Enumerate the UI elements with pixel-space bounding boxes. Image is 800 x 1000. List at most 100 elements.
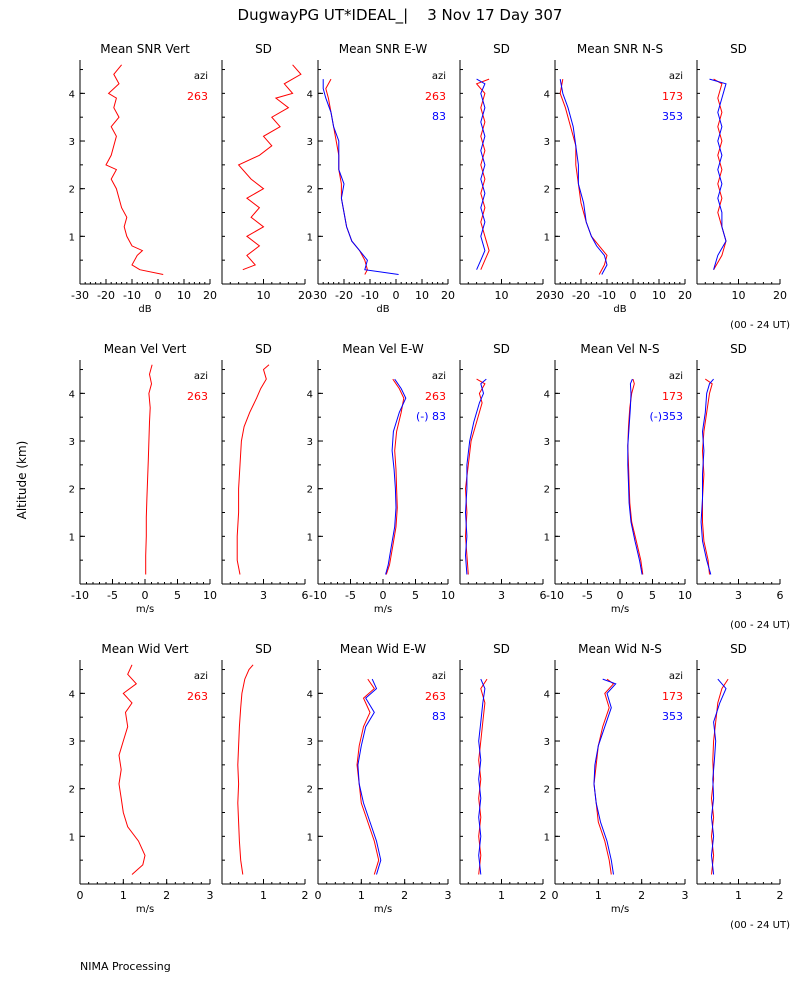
legend-entry: 263 xyxy=(425,390,446,403)
time-range-label: (00 - 24 UT) xyxy=(730,920,790,931)
panel-title: Mean SNR N-S xyxy=(577,42,663,56)
legend-header: azi xyxy=(432,71,446,82)
series-line-2 xyxy=(710,678,727,875)
y-tick-label: 1 xyxy=(544,532,550,543)
legend-header: azi xyxy=(432,671,446,682)
x-tick-label: 10 xyxy=(495,289,509,302)
series-line-1 xyxy=(593,678,615,875)
x-tick-label: -20 xyxy=(335,289,353,302)
panel-10: SD 3 6 xyxy=(459,342,547,602)
y-tick-label: 3 xyxy=(544,737,550,748)
panel-13: Mean Wid Vert 1 2 3 4 0 1 2 3 m/s azi 263 xyxy=(69,642,214,915)
y-tick-label: 1 xyxy=(307,832,313,843)
x-axis-label: m/s xyxy=(374,604,392,615)
series-line-1 xyxy=(385,378,405,575)
y-tick-label: 2 xyxy=(69,485,75,496)
series-line-2 xyxy=(357,678,382,875)
panel-title: Mean Wid E-W xyxy=(340,642,426,656)
panel-3: Mean SNR E-W 1 2 3 4 -30 -20 -10 0 10 20 dB azi 263 83 xyxy=(307,42,455,315)
x-axis-label: dB xyxy=(138,304,151,315)
legend-entry: (-)353 xyxy=(649,410,683,423)
x-tick-label: 3 xyxy=(260,589,267,602)
panel-16: SD 1 2 xyxy=(459,642,547,902)
y-tick-label: 2 xyxy=(307,185,313,196)
panel-title: Mean SNR Vert xyxy=(100,42,190,56)
y-tick-label: 3 xyxy=(69,137,75,148)
x-tick-label: 3 xyxy=(498,589,505,602)
y-tick-label: 3 xyxy=(544,437,550,448)
x-tick-label: -30 xyxy=(309,289,327,302)
x-tick-label: 6 xyxy=(302,589,309,602)
x-tick-label: 3 xyxy=(682,889,689,902)
x-axis-label: m/s xyxy=(136,904,154,915)
x-tick-label: 3 xyxy=(207,889,214,902)
panel-7: Mean Vel Vert 1 2 3 4 -10 -5 0 5 10 m/s azi 263 xyxy=(69,342,217,615)
y-tick-label: 1 xyxy=(307,532,313,543)
panel-17: Mean Wid N-S 1 2 3 4 0 1 2 3 m/s azi 173 353 xyxy=(544,642,689,915)
series-line-2 xyxy=(385,378,407,575)
y-tick-label: 2 xyxy=(544,185,550,196)
legend-entry: 263 xyxy=(425,690,446,703)
x-tick-label: 2 xyxy=(163,889,170,902)
series-line-1 xyxy=(237,64,302,271)
x-tick-label: -30 xyxy=(546,289,564,302)
panel-6: SD 10 20 xyxy=(696,42,787,302)
x-tick-label: 10 xyxy=(177,289,191,302)
x-tick-label: -5 xyxy=(345,589,356,602)
legend-entry: 173 xyxy=(662,690,683,703)
x-tick-label: 5 xyxy=(412,589,419,602)
x-tick-label: 1 xyxy=(260,889,267,902)
x-tick-label: 0 xyxy=(315,889,322,902)
legend-entry: 353 xyxy=(662,710,683,723)
panel-5: Mean SNR N-S 1 2 3 4 -30 -20 -10 0 10 20 dB azi 173 35… xyxy=(544,42,692,315)
panel-title: Mean Wid Vert xyxy=(101,642,188,656)
y-tick-label: 4 xyxy=(544,689,550,700)
legend-entry: 173 xyxy=(662,90,683,103)
x-tick-label: 2 xyxy=(638,889,645,902)
x-tick-label: 0 xyxy=(617,589,624,602)
series-line-2 xyxy=(464,378,487,575)
panel-title: SD xyxy=(730,342,747,356)
x-tick-label: 20 xyxy=(773,289,787,302)
panel-1: Mean SNR Vert 1 2 3 4 -30 -20 -10 0 10 20 dB azi 263 xyxy=(69,42,217,315)
y-tick-label: 3 xyxy=(69,737,75,748)
panel-title: Mean SNR E-W xyxy=(339,42,428,56)
y-tick-label: 4 xyxy=(69,89,75,100)
legend-entry: 173 xyxy=(662,390,683,403)
panel-title: Mean Vel E-W xyxy=(342,342,424,356)
series-line-2 xyxy=(476,78,486,270)
legend-entry: 83 xyxy=(432,110,446,123)
x-tick-label: 2 xyxy=(401,889,408,902)
x-tick-label: 0 xyxy=(552,889,559,902)
panel-12: SD 3 6 xyxy=(696,342,784,602)
series-line-1 xyxy=(464,378,486,575)
x-axis-label: dB xyxy=(376,304,389,315)
x-tick-label: 0 xyxy=(380,589,387,602)
y-tick-label: 1 xyxy=(69,232,75,243)
x-tick-label: 20 xyxy=(441,289,455,302)
legend-entry: 353 xyxy=(662,110,683,123)
panel-11: Mean Vel N-S 1 2 3 4 -10 -5 0 5 10 m/s azi 173 (-)353 xyxy=(544,342,692,615)
y-tick-label: 4 xyxy=(544,389,550,400)
x-tick-label: -20 xyxy=(572,289,590,302)
x-tick-label: 5 xyxy=(174,589,181,602)
x-axis-label: m/s xyxy=(374,904,392,915)
panel-title: SD xyxy=(255,342,272,356)
legend-header: azi xyxy=(669,71,683,82)
series-line-1 xyxy=(710,678,729,875)
legend-header: azi xyxy=(194,71,208,82)
y-tick-label: 3 xyxy=(307,737,313,748)
x-tick-label: 0 xyxy=(155,289,162,302)
x-tick-label: 10 xyxy=(678,589,692,602)
x-tick-label: -10 xyxy=(361,289,379,302)
time-range-label: (00 - 24 UT) xyxy=(730,620,790,631)
y-tick-label: 4 xyxy=(69,689,75,700)
panel-title: SD xyxy=(493,642,510,656)
legend-entry: 263 xyxy=(425,90,446,103)
panel-18: SD 1 2 xyxy=(696,642,784,902)
x-tick-label: 10 xyxy=(257,289,271,302)
series-line-2 xyxy=(478,678,486,875)
series-line-1 xyxy=(118,664,146,875)
panel-title: SD xyxy=(730,642,747,656)
